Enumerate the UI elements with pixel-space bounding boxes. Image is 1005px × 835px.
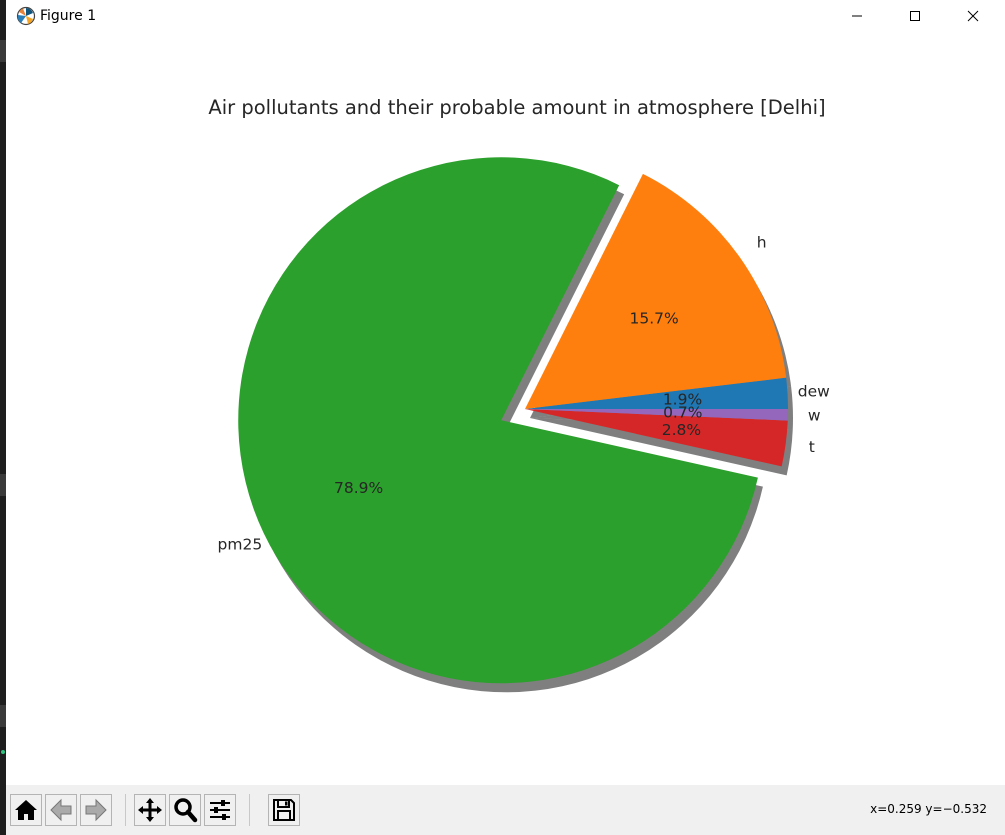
slice-percent-w: 0.7% [663,403,702,421]
zoom-button[interactable] [169,794,201,826]
wedge-pm25 [238,157,758,684]
background-window-edge [0,40,6,62]
slice-percent-dew: 1.9% [663,391,702,409]
minimize-button[interactable] [834,0,880,32]
background-window-edge [0,705,6,727]
wedge-h [525,173,787,409]
close-icon [967,10,979,22]
close-button[interactable] [950,0,996,32]
slice-percent-t: 2.8% [662,421,701,439]
save-button[interactable] [268,794,300,826]
slice-percent-h: 15.7% [629,309,678,327]
background-window-edge [0,474,6,496]
back-arrow-icon [50,798,72,822]
forward-arrow-icon [85,798,107,822]
window-title: Figure 1 [40,8,97,24]
home-icon [15,800,37,820]
slice-percent-pm25: 78.9% [334,479,383,497]
toolbar-separator [249,794,250,826]
wedge-dew [525,377,788,409]
figure-canvas[interactable]: Air pollutants and their probable amount… [6,36,990,785]
pie-wedges [238,157,788,684]
minimize-icon [852,15,862,17]
navigation-toolbar: x=0.259 y=−0.532 [6,785,1005,835]
slice-label-h: h [757,234,767,252]
forward-button[interactable] [80,794,112,826]
wedge-t [525,409,788,467]
chart-title: Air pollutants and their probable amount… [208,96,825,119]
move-icon [138,798,162,822]
toolbar-separator [125,794,126,826]
floppy-disk-icon [273,799,295,821]
pan-button[interactable] [134,794,166,826]
wedge-w [525,409,788,421]
maximize-icon [910,11,920,21]
window-titlebar[interactable]: Figure 1 [6,0,1005,34]
slice-label-dew: dew [798,383,830,401]
sliders-icon [210,800,230,820]
background-status-dot [1,750,5,754]
cursor-coordinates: x=0.259 y=−0.532 [870,802,987,816]
desktop-background-strip [0,0,6,835]
matplotlib-logo-icon [16,6,36,26]
pie-labels: dew 1.9% h 15.7% pm25 78.9% t 2.8% w 0.7% [218,234,831,554]
pie-chart: Air pollutants and their probable amount… [208,96,831,693]
home-button[interactable] [10,794,42,826]
maximize-button[interactable] [892,0,938,32]
magnifier-icon [174,798,198,823]
slice-label-pm25: pm25 [218,535,263,553]
back-button[interactable] [45,794,77,826]
configure-subplots-button[interactable] [204,794,236,826]
slice-label-w: w [808,406,821,424]
slice-label-t: t [809,438,815,456]
